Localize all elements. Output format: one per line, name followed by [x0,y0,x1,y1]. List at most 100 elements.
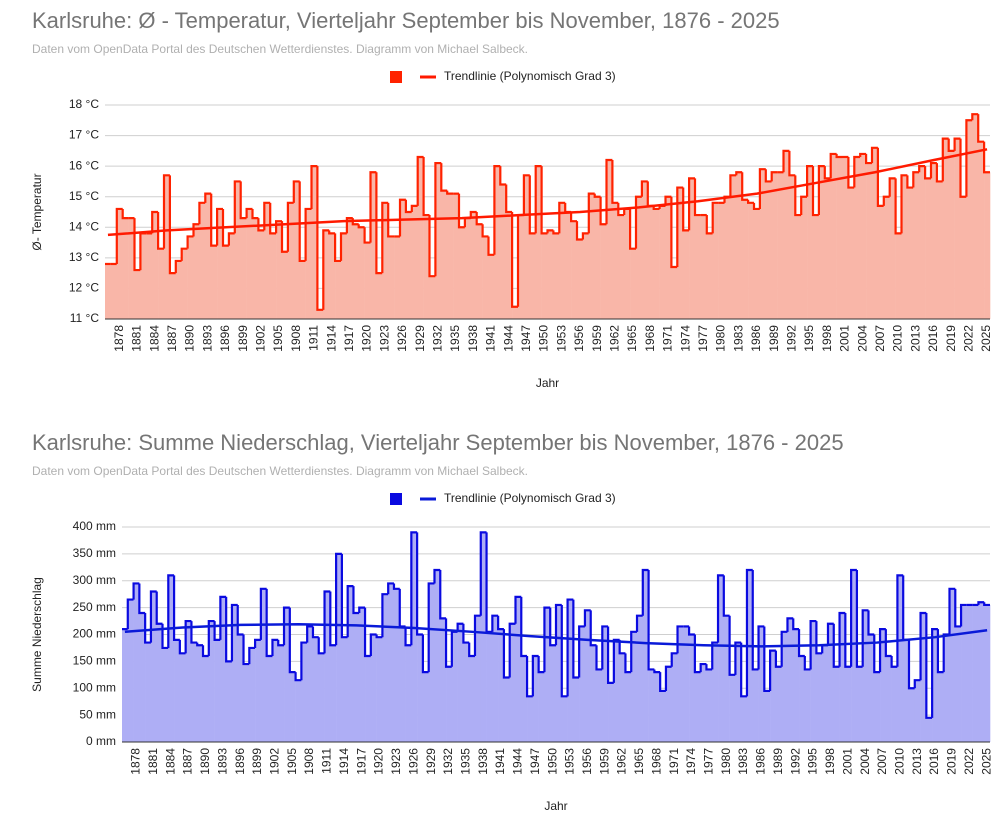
area-step [272,639,279,742]
step-line [265,588,273,658]
step-line [126,598,134,630]
area-step [264,202,271,319]
area-step [978,141,985,319]
area-step [217,208,224,319]
step-line [186,235,194,249]
area-step [677,626,684,742]
step-line [832,623,840,668]
area-step [228,233,236,319]
step-line [740,642,747,698]
step-line [722,575,730,617]
area-step [901,175,908,319]
x-tick-label: 1914 [324,325,338,352]
area-step [833,666,840,742]
area-step [836,156,843,319]
area-step [689,178,696,319]
area-step [891,666,898,742]
x-tick-label: 2016 [927,748,941,775]
area-step [660,690,667,742]
step-line [770,171,778,182]
step-line [306,625,313,643]
area-step [541,233,548,319]
x-tick-label: 1938 [476,748,490,775]
step-line [581,232,589,240]
area-step [503,677,511,742]
area-step [608,682,615,742]
step-line [375,634,383,639]
step-line [659,672,666,693]
step-line [583,609,591,627]
area-step [139,613,146,742]
area-step [799,656,806,742]
area-step [299,260,306,319]
trend-line [124,623,988,648]
x-tick-label: 1941 [484,325,498,352]
step-line [236,604,244,636]
area-step [457,623,464,742]
y-tick-label: 300 mm [73,573,116,587]
step-line [882,195,890,206]
step-line [149,590,157,643]
step-line [888,177,896,197]
area-step [193,224,200,319]
area-step [735,642,742,742]
x-tick-label: 1989 [771,748,785,775]
area-step [127,599,134,742]
area-step [984,172,991,319]
area-step [529,233,536,319]
step-line [294,672,302,682]
area-step [307,626,314,742]
area-step [335,260,342,319]
area-step [181,248,188,319]
step-line [570,212,577,223]
step-line [705,215,713,235]
step-line [168,175,176,275]
step-line [734,641,742,675]
step-line [572,599,580,679]
x-tick-label: 1965 [632,748,646,775]
area-step [494,166,501,319]
area-step [185,621,192,742]
x-tick-label: 1893 [200,325,214,352]
step-line [687,626,695,636]
step-line [180,247,188,261]
area-step [317,309,324,319]
step-line [965,119,973,197]
area-step [512,306,519,319]
step-line [624,653,632,674]
x-tick-label: 1884 [163,748,177,775]
area-step [440,618,447,742]
area-step [506,212,513,319]
area-step [659,205,666,319]
x-tick-label: 1905 [271,325,285,352]
area-step [370,172,377,319]
step-line [514,595,522,624]
area-step [341,233,348,319]
area-step [866,163,873,319]
x-tick-label: 1950 [537,325,551,352]
step-line [282,606,290,646]
area-step [559,202,566,319]
step-line [745,568,753,697]
step-line [554,603,562,646]
area-step [813,215,820,319]
area-step [226,661,233,742]
area-step [417,156,424,319]
area-step [920,613,927,742]
x-tick-label: 1962 [615,748,629,775]
step-line [369,633,377,656]
step-line [870,146,878,164]
step-line [769,649,776,691]
x-tick-label: 1956 [572,325,586,352]
area-step [787,618,794,742]
area-step [874,672,881,742]
area-step [122,629,129,742]
area-step [521,656,528,742]
area-step [903,639,910,742]
area-step [168,575,175,742]
x-tick-label: 1911 [307,325,321,351]
step-line [543,606,551,673]
area-step [116,208,123,319]
x-tick-label: 1923 [389,748,403,775]
area-step [648,669,655,742]
